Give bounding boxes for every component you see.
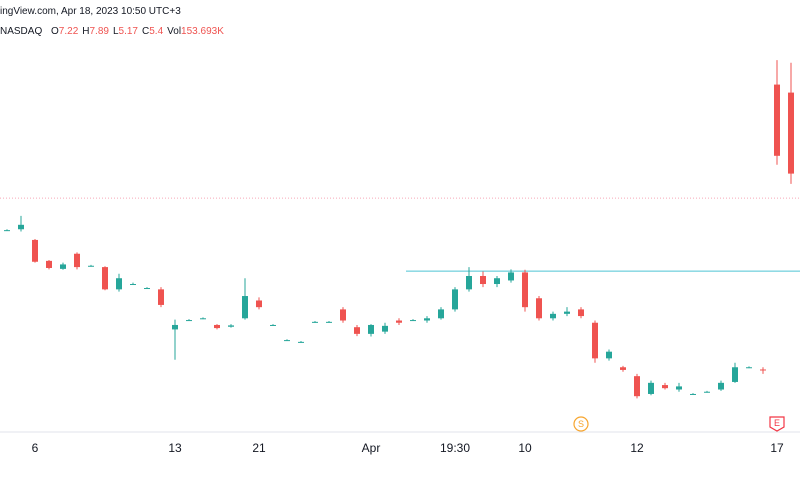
- candle-body: [424, 318, 430, 321]
- event-marker: [769, 416, 785, 432]
- x-tick-label: 19:30: [440, 441, 470, 455]
- candle-body: [368, 324, 374, 334]
- candle-body: [676, 386, 682, 390]
- exchange: NASDAQ: [0, 26, 42, 37]
- candle-body: [690, 393, 696, 395]
- candle-body: [494, 278, 500, 285]
- header-source: ingView.com, Apr 18, 2023 10:50 UTC+3: [0, 6, 181, 17]
- candle-body: [536, 298, 542, 319]
- candle-body: [718, 382, 724, 390]
- candle-body: [382, 325, 388, 332]
- candle-body: [270, 324, 276, 326]
- candle-body: [732, 367, 738, 382]
- candle-body: [130, 284, 136, 286]
- candle-body: [606, 351, 612, 359]
- candle-body: [340, 309, 346, 321]
- candle-body: [228, 325, 234, 327]
- candle-body: [256, 300, 262, 308]
- ohlc-key: Vol: [167, 26, 181, 37]
- ohlc-value: 7.22: [59, 26, 79, 37]
- x-tick-label: 17: [770, 441, 784, 455]
- candle-body: [172, 324, 178, 330]
- candle-body: [200, 318, 206, 320]
- candle-body: [452, 289, 458, 310]
- ohlc-key: L: [113, 26, 119, 37]
- candle-body: [186, 320, 192, 322]
- ohlc-value: 153.693K: [181, 26, 224, 37]
- x-tick-label: 21: [252, 441, 266, 455]
- candle-body: [508, 272, 514, 281]
- candle-body: [774, 84, 780, 156]
- candle-body: [102, 267, 108, 290]
- candle-body: [760, 369, 766, 371]
- candle-body: [410, 320, 416, 322]
- candle-body: [18, 224, 24, 230]
- candle-body: [634, 376, 640, 397]
- candle-body: [354, 327, 360, 334]
- candle-body: [578, 309, 584, 317]
- ohlc-key: C: [142, 26, 149, 37]
- x-tick-label: 6: [32, 441, 39, 455]
- candle-body: [284, 340, 290, 342]
- candle-body: [550, 313, 556, 319]
- candle-body: [214, 324, 220, 329]
- candle-body: [298, 341, 304, 343]
- candle-body: [32, 239, 38, 262]
- candle-body: [704, 391, 710, 393]
- candle-body: [438, 309, 444, 319]
- candle-body: [144, 288, 150, 290]
- candle-body: [522, 272, 528, 308]
- candle-body: [116, 278, 122, 290]
- x-tick-label: 10: [518, 441, 532, 455]
- candle-body: [592, 322, 598, 359]
- ohlc-value: 5.4: [149, 26, 163, 37]
- candle-body: [466, 276, 472, 290]
- candle-body: [74, 253, 80, 268]
- ohlc-key: O: [51, 26, 59, 37]
- event-marker: [573, 416, 589, 432]
- event-label: E: [774, 418, 780, 428]
- ohlc-value: 7.89: [90, 26, 110, 37]
- header-ohlc: NASDAQ O7.22 H7.89 L5.17 C5.4 Vol153.693K: [0, 26, 224, 37]
- candle-body: [4, 230, 10, 232]
- candle-body: [662, 385, 668, 389]
- x-tick-label: 12: [630, 441, 644, 455]
- candle-body: [480, 276, 486, 285]
- event-label: S: [578, 419, 584, 429]
- candle-body: [88, 265, 94, 267]
- candle-body: [158, 289, 164, 305]
- candle-body: [242, 296, 248, 319]
- candle-body: [396, 320, 402, 323]
- ohlc-value: 5.17: [119, 26, 139, 37]
- ohlc-key: H: [82, 26, 89, 37]
- candle-body: [746, 367, 752, 369]
- candle-body: [312, 321, 318, 323]
- candle-body: [326, 321, 332, 323]
- candle-body: [60, 264, 66, 269]
- x-tick-label: Apr: [362, 441, 381, 455]
- candle-body: [46, 260, 52, 268]
- candle-body: [564, 311, 570, 314]
- candle-body: [648, 382, 654, 394]
- candle-body: [620, 367, 626, 370]
- x-tick-label: 13: [168, 441, 182, 455]
- candle-body: [788, 92, 794, 174]
